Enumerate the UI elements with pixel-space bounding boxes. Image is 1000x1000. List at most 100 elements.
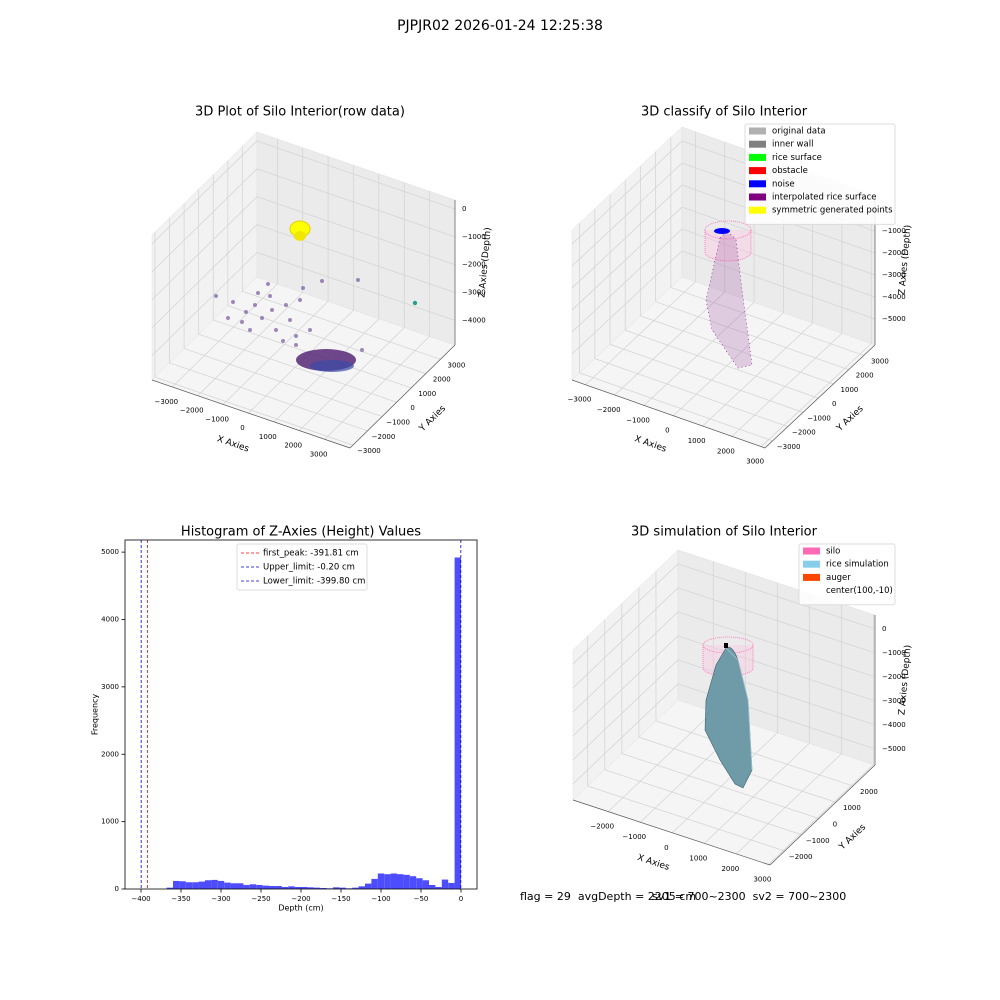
legend-label: Upper_limit: -0.20 cm: [263, 563, 355, 573]
silo-wall: [702, 636, 754, 654]
point: [270, 308, 274, 312]
grid-line: [607, 711, 714, 812]
interpolated-surface: [705, 233, 753, 369]
grid-line: [572, 587, 679, 689]
grid-line: [572, 683, 679, 785]
x-tick-label: 0: [664, 844, 668, 852]
grid-line: [768, 764, 874, 865]
x-tick-label: −150: [331, 895, 350, 903]
axes-title: 3D classify of Silo Interior: [641, 105, 808, 120]
point: [288, 318, 292, 322]
grid-line: [154, 376, 354, 446]
bar: [422, 880, 429, 889]
grid-line: [151, 224, 258, 328]
x-tick-label: −400: [131, 895, 150, 903]
bar: [435, 886, 442, 889]
point: [231, 300, 235, 304]
point: [294, 343, 298, 347]
grid-line: [673, 312, 784, 416]
y-axis-line: [349, 344, 456, 449]
bar: [211, 879, 218, 889]
y-tick-label: 2000: [433, 376, 451, 384]
x-tick-label: −50: [414, 895, 429, 903]
bar: [217, 880, 225, 889]
x-tick-label: 1000: [689, 854, 707, 862]
point: [266, 282, 270, 286]
x-tick-label: 3000: [310, 450, 328, 458]
legend-swatch: [749, 193, 766, 201]
axes-title: Histogram of Z-Axies (Height) Values: [181, 525, 421, 540]
bar: [294, 886, 301, 889]
point: [320, 279, 324, 283]
bar: [256, 884, 263, 889]
x-tick-label: −3000: [154, 398, 178, 406]
legend-swatch: [749, 180, 766, 188]
x-tick-label: −1000: [626, 416, 650, 424]
point: [244, 310, 248, 314]
y-tick-label: 2000: [856, 372, 874, 380]
legend-box: [744, 123, 896, 225]
z-tick-label: 0: [462, 205, 466, 213]
x-tick-label: 3000: [746, 458, 764, 466]
y-tick-label: −2000: [789, 853, 813, 861]
x-axis-line: [572, 799, 771, 866]
x-tick-label: 1000: [688, 437, 706, 445]
x-tick-label: −1000: [205, 415, 229, 423]
axes-title: 3D Plot of Silo Interior(row data): [195, 105, 405, 120]
bar: [358, 886, 365, 889]
y-tick-label: −3000: [777, 443, 801, 451]
grid-line: [579, 372, 773, 442]
legend-box: [798, 543, 896, 606]
point: [298, 298, 302, 302]
y-tick-label: −1000: [806, 837, 830, 845]
grid-line: [256, 168, 456, 238]
grid-line: [670, 287, 865, 356]
y-tick-label: 5000: [101, 548, 119, 556]
figure-title: PJPJR02 2026-01-24 12:25:38: [397, 18, 603, 34]
axes-3d: −3000−2000−10000100020003000−3000−2000−1…: [568, 105, 914, 466]
bar: [313, 887, 321, 889]
point: [308, 328, 312, 332]
axes-3d: −2000 −1000 0 1000 2000 3000 −2000 −1000 0 1000 20…: [572, 525, 914, 883]
z-tick-label: −1000: [462, 233, 486, 241]
grid-line: [572, 635, 679, 737]
x-tick-label: 0: [665, 427, 669, 435]
point: [268, 294, 272, 298]
bar: [448, 882, 455, 889]
silo-wall: [704, 220, 752, 240]
simulation-surface: [702, 636, 754, 789]
x-tick-label: 2000: [717, 447, 735, 455]
grid-line: [681, 228, 876, 298]
plot-area: [125, 540, 477, 889]
point-cluster: [310, 360, 354, 372]
bar: [269, 885, 276, 889]
x-axis-line: [571, 379, 766, 449]
y-tick-label: −2000: [792, 429, 816, 437]
grid-line: [760, 343, 872, 447]
bar: [243, 884, 250, 889]
y-tick-label: 0: [833, 820, 837, 828]
grid-line: [643, 302, 755, 406]
bar: [390, 873, 397, 889]
scatter-cloud: [214, 220, 418, 372]
y-tick-label: 3000: [871, 357, 889, 365]
point: [253, 303, 257, 307]
legend-label: rice surface: [772, 153, 822, 163]
legend-swatch: [749, 167, 766, 175]
bar: [262, 885, 269, 889]
bar: [185, 882, 193, 889]
bar: [230, 883, 237, 889]
y-tick-label: −1000: [807, 414, 831, 422]
grid-line: [587, 785, 785, 852]
bar: [320, 887, 327, 889]
x-tick-label: 2000: [721, 865, 739, 873]
z-tick-label: −4000: [882, 293, 906, 301]
grid-line: [621, 753, 819, 819]
legend-swatch: [803, 547, 820, 555]
grid-line: [571, 184, 683, 289]
grid-line: [256, 140, 456, 210]
bar: [454, 557, 461, 889]
grid-line: [571, 140, 683, 245]
x-tick-label: −350: [171, 895, 190, 903]
